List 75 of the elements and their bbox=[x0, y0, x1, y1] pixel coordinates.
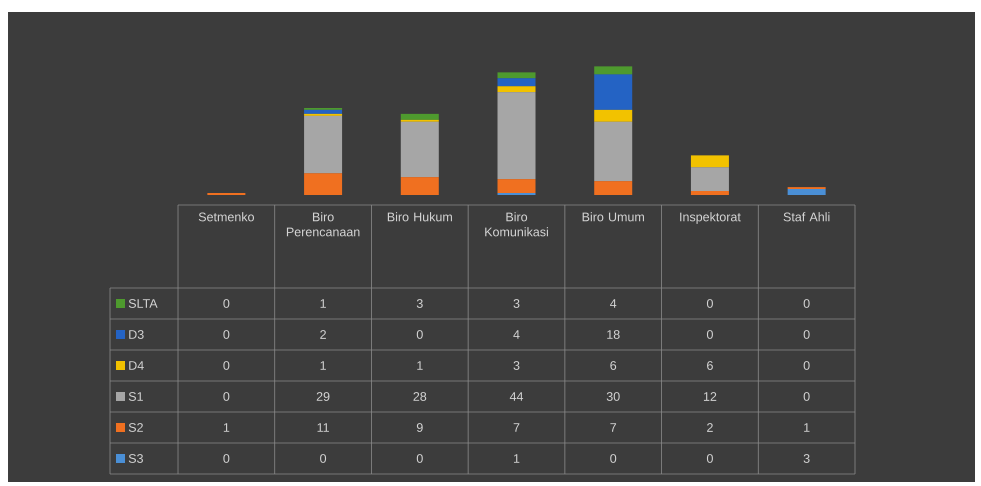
data-label: 0 bbox=[804, 392, 810, 401]
bar bbox=[400, 122, 439, 178]
bar bbox=[400, 114, 439, 120]
data-label: 0 bbox=[223, 361, 230, 370]
data-label: 29 bbox=[316, 392, 330, 401]
data-label: 11 bbox=[318, 423, 329, 432]
legend-label: S3 bbox=[128, 454, 143, 463]
data-label: 0 bbox=[320, 454, 326, 463]
data-label: 0 bbox=[804, 330, 810, 339]
bar bbox=[788, 189, 826, 195]
bar bbox=[498, 92, 536, 180]
data-label: 9 bbox=[416, 423, 423, 432]
data-label: 0 bbox=[706, 454, 713, 463]
legend-label: SLTA bbox=[128, 299, 158, 308]
x-tick-label: Setmenko bbox=[198, 212, 254, 222]
data-label: 30 bbox=[606, 392, 620, 401]
bar bbox=[304, 116, 342, 174]
bar bbox=[594, 181, 632, 195]
data-label: 18 bbox=[607, 330, 620, 339]
x-tick-label: Biro Umum bbox=[582, 212, 644, 222]
data-label: 44 bbox=[510, 392, 524, 401]
bar bbox=[498, 72, 536, 78]
data-label: 0 bbox=[223, 299, 230, 308]
data-label: 3 bbox=[804, 454, 810, 463]
data-label: 28 bbox=[413, 392, 426, 401]
data-label: 0 bbox=[223, 392, 230, 401]
legend-label: S2 bbox=[128, 423, 143, 432]
legend-label: D3 bbox=[129, 330, 144, 339]
x-tick-label: Biro Perencanaan bbox=[286, 212, 360, 236]
data-label: 1 bbox=[224, 423, 230, 432]
bar bbox=[304, 173, 342, 195]
data-label: 1 bbox=[320, 361, 326, 370]
data-label: 3 bbox=[416, 299, 423, 308]
bar bbox=[690, 167, 729, 192]
legend-label: S1 bbox=[128, 392, 143, 401]
bar bbox=[498, 78, 536, 86]
data-label: 0 bbox=[416, 330, 423, 339]
data-label: 6 bbox=[707, 361, 713, 370]
data-label: 0 bbox=[223, 330, 230, 339]
data-label: 7 bbox=[610, 423, 616, 432]
bar bbox=[304, 110, 342, 114]
data-label: 3 bbox=[514, 299, 520, 308]
data-label: 4 bbox=[610, 299, 616, 308]
data-label: 1 bbox=[320, 299, 326, 308]
data-label: 0 bbox=[804, 361, 810, 370]
data-label: 2 bbox=[707, 423, 713, 432]
data-label: 0 bbox=[416, 454, 423, 463]
data-label: 7 bbox=[514, 423, 520, 432]
data-label: 1 bbox=[514, 454, 520, 463]
legend-label: D4 bbox=[129, 361, 144, 370]
data-label: 0 bbox=[223, 454, 230, 463]
data-label: 0 bbox=[706, 330, 713, 339]
x-tick-label: Staf Ahli bbox=[784, 212, 830, 222]
bar bbox=[690, 191, 729, 195]
x-tick-label: Biro Komunikasi bbox=[485, 212, 548, 236]
data-label: 0 bbox=[610, 454, 616, 463]
data-label: 3 bbox=[514, 361, 520, 370]
bar bbox=[594, 110, 632, 122]
data-label: 4 bbox=[513, 330, 520, 339]
data-label: 2 bbox=[320, 330, 326, 339]
bar bbox=[690, 155, 729, 168]
bar bbox=[594, 122, 632, 182]
x-tick-label: Biro Hukum bbox=[388, 212, 452, 222]
bar bbox=[594, 74, 632, 110]
data-label: 6 bbox=[610, 361, 616, 370]
bar bbox=[498, 86, 536, 92]
data-label: 0 bbox=[804, 299, 810, 308]
data-label: 1 bbox=[804, 423, 810, 432]
bar bbox=[594, 66, 632, 74]
bar bbox=[400, 177, 439, 195]
x-tick-label: Inspektorat bbox=[680, 212, 741, 224]
bar bbox=[498, 179, 536, 194]
data-label: 12 bbox=[704, 392, 716, 401]
data-label: 1 bbox=[417, 361, 423, 370]
data-label: 0 bbox=[706, 299, 713, 308]
